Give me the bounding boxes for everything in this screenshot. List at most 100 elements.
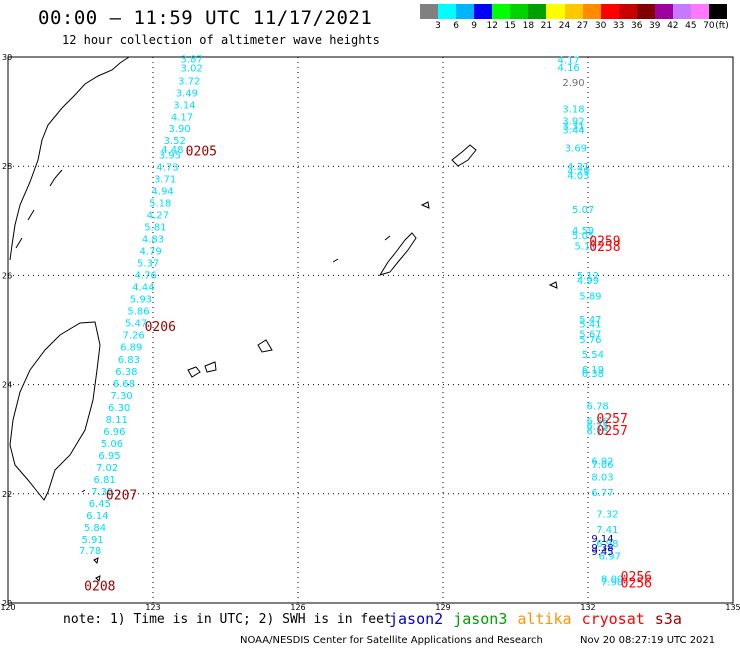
wave-height-value: 4.94 xyxy=(152,187,174,198)
wave-height-value: 6.89 xyxy=(120,343,142,354)
axis-labels: 120 123 126 129 132 135 30 28 26 24 22 20 xyxy=(0,53,740,612)
wave-height-value: 7.02 xyxy=(96,463,118,474)
legend-swatch xyxy=(654,4,673,19)
pass-time-label: 0206 xyxy=(145,320,176,335)
legend-swatch xyxy=(510,4,529,19)
wave-height-value: 5.93 xyxy=(130,295,152,306)
satellite-name: cryosat xyxy=(581,610,645,628)
pass-time-label: 0258 xyxy=(589,240,620,255)
wave-height-value: 5.54 xyxy=(582,350,604,361)
legend-label: 3 xyxy=(435,21,441,31)
wave-height-value: 4.29 xyxy=(567,166,589,177)
latitude-tick-label: 30 xyxy=(2,53,12,62)
wave-height-value: 5.89 xyxy=(579,291,601,302)
wave-height-value: 9.14 xyxy=(591,534,613,545)
wave-height-value: 6.14 xyxy=(86,511,108,522)
wave-height-value: 4.76 xyxy=(135,271,157,282)
satellite-name: s3a xyxy=(654,610,682,628)
legend-label: 36 xyxy=(630,21,643,31)
wave-height-value: 5.11 xyxy=(574,242,596,253)
wave-height-value: 4.03 xyxy=(567,171,589,182)
map-grid xyxy=(7,56,734,604)
legend-swatch xyxy=(456,4,475,19)
legend-swatch xyxy=(709,4,728,19)
wave-height-value: 3.02 xyxy=(181,64,203,75)
wave-height-value: 7.32 xyxy=(596,509,618,520)
wave-height-value: 4.31 xyxy=(567,162,589,173)
pass-time-label: 0208 xyxy=(84,579,115,594)
legend-label: 12 xyxy=(486,21,498,31)
longitude-tick-label: 129 xyxy=(435,603,450,612)
wave-height-value: 8.00 xyxy=(601,574,623,585)
wave-height-value: 7.06 xyxy=(591,460,613,471)
amami-islands xyxy=(420,144,477,209)
wave-height-value: 3.92 xyxy=(562,117,584,128)
wave-height-value: 6.92 xyxy=(591,456,613,467)
legend-label: 21 xyxy=(540,21,553,31)
page-title: 00:00 – 11:59 UTC 11/17/2021 xyxy=(38,7,373,29)
wave-height-value: 6.78 xyxy=(587,402,609,413)
legend-label: 45 xyxy=(685,21,697,31)
wave-height-value: 3.90 xyxy=(168,124,190,135)
wave-height-value: 6.56 xyxy=(587,416,609,427)
wave-height-value: 5.86 xyxy=(127,307,149,318)
legend-swatch xyxy=(438,4,457,19)
wave-height-value: 8.03 xyxy=(591,473,613,484)
wave-height-value: 8.11 xyxy=(106,415,128,426)
longitude-tick-label: 123 xyxy=(145,603,160,612)
daito-islands xyxy=(548,281,558,289)
color-legend-labels: 3 6 9 12 15 18 21 24 27 30 33 36 39 42 45 70 (ft) xyxy=(420,21,730,35)
legend-label: 24 xyxy=(558,21,571,31)
legend-label: 15 xyxy=(504,21,517,31)
taiwan-coastline xyxy=(9,321,101,501)
pass-time-label: 0205 xyxy=(186,144,217,159)
china-coastline xyxy=(9,56,130,261)
wave-height-value: 4.44 xyxy=(132,283,154,294)
wave-height-value: 7.39 xyxy=(91,487,113,498)
wave-height-value: 5.41 xyxy=(579,319,601,330)
wave-height-value: 5.81 xyxy=(144,223,166,234)
wave-height-value: 4.27 xyxy=(147,211,169,222)
legend-label: 18 xyxy=(522,21,535,31)
credit-line: NOAA/NESDIS Center for Satellite Applica… xyxy=(240,635,543,646)
wave-height-value: 6.97 xyxy=(599,551,621,562)
pass-time-label: 0207 xyxy=(106,488,137,503)
legend-label: 27 xyxy=(576,21,589,31)
legend-swatch xyxy=(672,4,691,19)
wave-height-value: 4.83 xyxy=(142,235,164,246)
wave-height-value: 7.78 xyxy=(79,546,101,557)
wave-height-value: 6.15 xyxy=(587,426,609,437)
wave-height-value: 3.52 xyxy=(164,136,186,147)
latitude-tick-label: 28 xyxy=(2,162,12,171)
wave-height-value: 4.99 xyxy=(577,276,599,287)
wave-height-value: 7.30 xyxy=(110,391,132,402)
wave-height-value: 3.69 xyxy=(565,143,587,154)
wave-height-value: 9.45 xyxy=(591,547,613,558)
pass-time-label: 0259 xyxy=(589,234,620,249)
footer-note: note: 1) Time is in UTC; 2) SWH is in fe… xyxy=(63,612,392,627)
wave-height-value: 4.16 xyxy=(558,63,580,74)
legend-label: 9 xyxy=(471,21,478,31)
pass-time-label: 0257 xyxy=(597,424,628,439)
longitude-tick-label: 126 xyxy=(290,603,305,612)
wave-height-value: 3.71 xyxy=(154,175,176,186)
satellite-name: jason3 xyxy=(453,610,508,628)
pass-time-label: 0257 xyxy=(597,412,628,427)
wave-height-value: 6.96 xyxy=(103,427,125,438)
pass-time-label: 0256 xyxy=(621,570,652,585)
legend-swatch xyxy=(636,4,655,19)
legend-swatch xyxy=(582,4,601,19)
wave-height-value: 4.59 xyxy=(572,226,594,237)
legend-label: 6 xyxy=(453,21,459,31)
wave-height-value: 7.26 xyxy=(123,331,145,342)
legend-swatch xyxy=(546,4,565,19)
wave-height-value: 5.47 xyxy=(125,319,147,330)
legend-label: 33 xyxy=(612,21,625,31)
page-subtitle: 12 hour collection of altimeter wave hei… xyxy=(62,33,380,47)
legend-swatch xyxy=(600,4,619,19)
wave-height-value: 9.38 xyxy=(591,543,613,554)
wave-height-value: 6.98 xyxy=(596,539,618,550)
pass-time-label: 0256 xyxy=(621,577,652,592)
yaeyama-islands xyxy=(187,339,273,378)
wave-height-value: 6.77 xyxy=(591,488,613,499)
